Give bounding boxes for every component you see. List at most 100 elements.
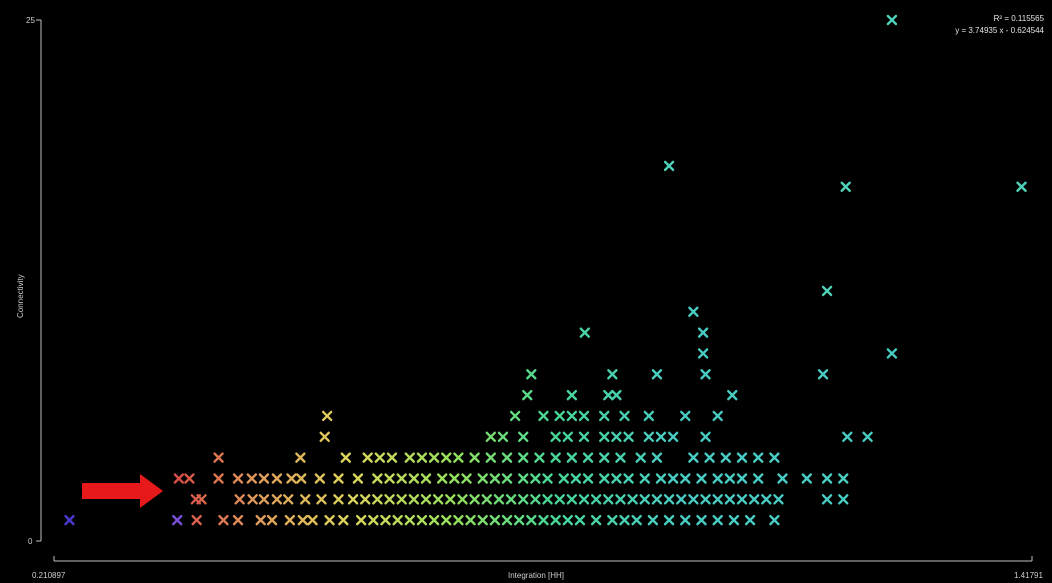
- scatter-point: [550, 452, 561, 463]
- scatter-point: [712, 494, 723, 505]
- scatter-point: [338, 514, 349, 526]
- scatter-point: [505, 494, 517, 505]
- scatter-point: [445, 494, 456, 505]
- scatter-point: [777, 473, 788, 484]
- scatter-point: [688, 452, 699, 463]
- scatter-point: [607, 369, 618, 380]
- scatter-point: [271, 473, 283, 484]
- scatter-point: [485, 431, 497, 442]
- scatter-point: [518, 473, 529, 484]
- scatter-point: [283, 494, 294, 505]
- scatter-point: [284, 514, 296, 526]
- scatter-point: [688, 494, 699, 505]
- scatter-point: [246, 473, 257, 484]
- scatter-point: [663, 494, 675, 505]
- scatter-point: [362, 452, 373, 463]
- scatter-point: [64, 514, 75, 526]
- scatter-point: [477, 514, 488, 526]
- scatter-point: [404, 514, 415, 526]
- scatter-point: [574, 514, 586, 526]
- scatter-point: [615, 494, 626, 505]
- scatter-point: [667, 473, 679, 484]
- scatter-point: [408, 494, 420, 505]
- scatter-point: [360, 494, 371, 505]
- scatter-point: [386, 452, 398, 463]
- scatter-point: [184, 473, 195, 484]
- scatter-point: [801, 473, 813, 484]
- scatter-point: [578, 410, 590, 422]
- y-max-tick-label: 25: [26, 16, 35, 25]
- scatter-point: [623, 431, 634, 442]
- scatter-point: [582, 452, 594, 463]
- scatter-point: [736, 494, 748, 505]
- scatter-point: [441, 452, 452, 463]
- scatter-point: [489, 473, 501, 484]
- scatter-point: [562, 514, 573, 526]
- scatter-point: [619, 514, 630, 526]
- scatter-point: [712, 410, 723, 422]
- scatter-point: [453, 514, 464, 526]
- scatter-point: [700, 431, 711, 442]
- scatter-point: [651, 369, 663, 380]
- scatter-point: [667, 431, 679, 442]
- scatter-point: [518, 431, 529, 442]
- scatter-point: [761, 494, 772, 505]
- scatter-point: [566, 410, 578, 422]
- scatter-point: [599, 431, 610, 442]
- regression-equation-label: y = 3.74935 x - 0.624544: [955, 26, 1044, 35]
- scatter-point: [534, 452, 545, 463]
- scatter-point: [838, 473, 849, 484]
- scatter-point: [300, 494, 311, 505]
- scatter-point: [697, 327, 709, 338]
- scatter-point: [296, 473, 307, 484]
- scatter-point: [676, 494, 687, 505]
- scatter-point: [428, 452, 440, 463]
- scatter-point: [736, 473, 748, 484]
- scatter-point: [392, 514, 403, 526]
- scatter-point: [522, 389, 533, 401]
- scatter-point: [420, 473, 432, 484]
- scatter-point: [374, 452, 386, 463]
- scatter-point: [497, 431, 509, 442]
- scatter-point: [599, 452, 610, 463]
- scatter-point: [570, 473, 582, 484]
- scatter-point: [647, 514, 659, 526]
- scatter-point: [319, 431, 330, 442]
- scatter-point: [333, 473, 344, 484]
- scatter-point: [347, 494, 359, 505]
- scatter-point: [578, 431, 590, 442]
- scatter-point: [627, 494, 638, 505]
- scatter-point: [416, 452, 428, 463]
- scatter-point: [542, 494, 553, 505]
- scatter-point: [558, 473, 569, 484]
- scatter-point: [842, 431, 853, 442]
- scatter-point: [489, 514, 501, 526]
- scatter-point: [1016, 181, 1027, 192]
- scatter-point: [611, 473, 622, 484]
- scatter-point: [651, 452, 663, 463]
- scatter-point: [655, 473, 667, 484]
- scatter-point: [420, 494, 432, 505]
- scatter-point: [355, 514, 367, 526]
- scatter-point: [481, 494, 492, 505]
- scatter-point: [247, 494, 258, 505]
- scatter-point: [518, 494, 529, 505]
- scatter-point: [232, 473, 244, 484]
- scatter-point: [368, 514, 379, 526]
- scatter-point: [173, 473, 185, 484]
- scatter-point: [821, 285, 833, 297]
- scatter-point: [724, 473, 736, 484]
- scatter-point: [821, 473, 833, 484]
- scatter-point: [554, 494, 565, 505]
- y-min-tick-label: 0: [28, 537, 33, 546]
- scatter-point: [712, 473, 723, 484]
- scatter-point: [599, 410, 610, 422]
- scatter-point: [538, 514, 549, 526]
- scatter-point: [603, 494, 614, 505]
- scatter-point: [590, 514, 602, 526]
- scatter-point: [258, 494, 270, 505]
- scatter-point: [663, 514, 675, 526]
- scatter-point: [720, 452, 731, 463]
- scatter-point: [566, 389, 578, 401]
